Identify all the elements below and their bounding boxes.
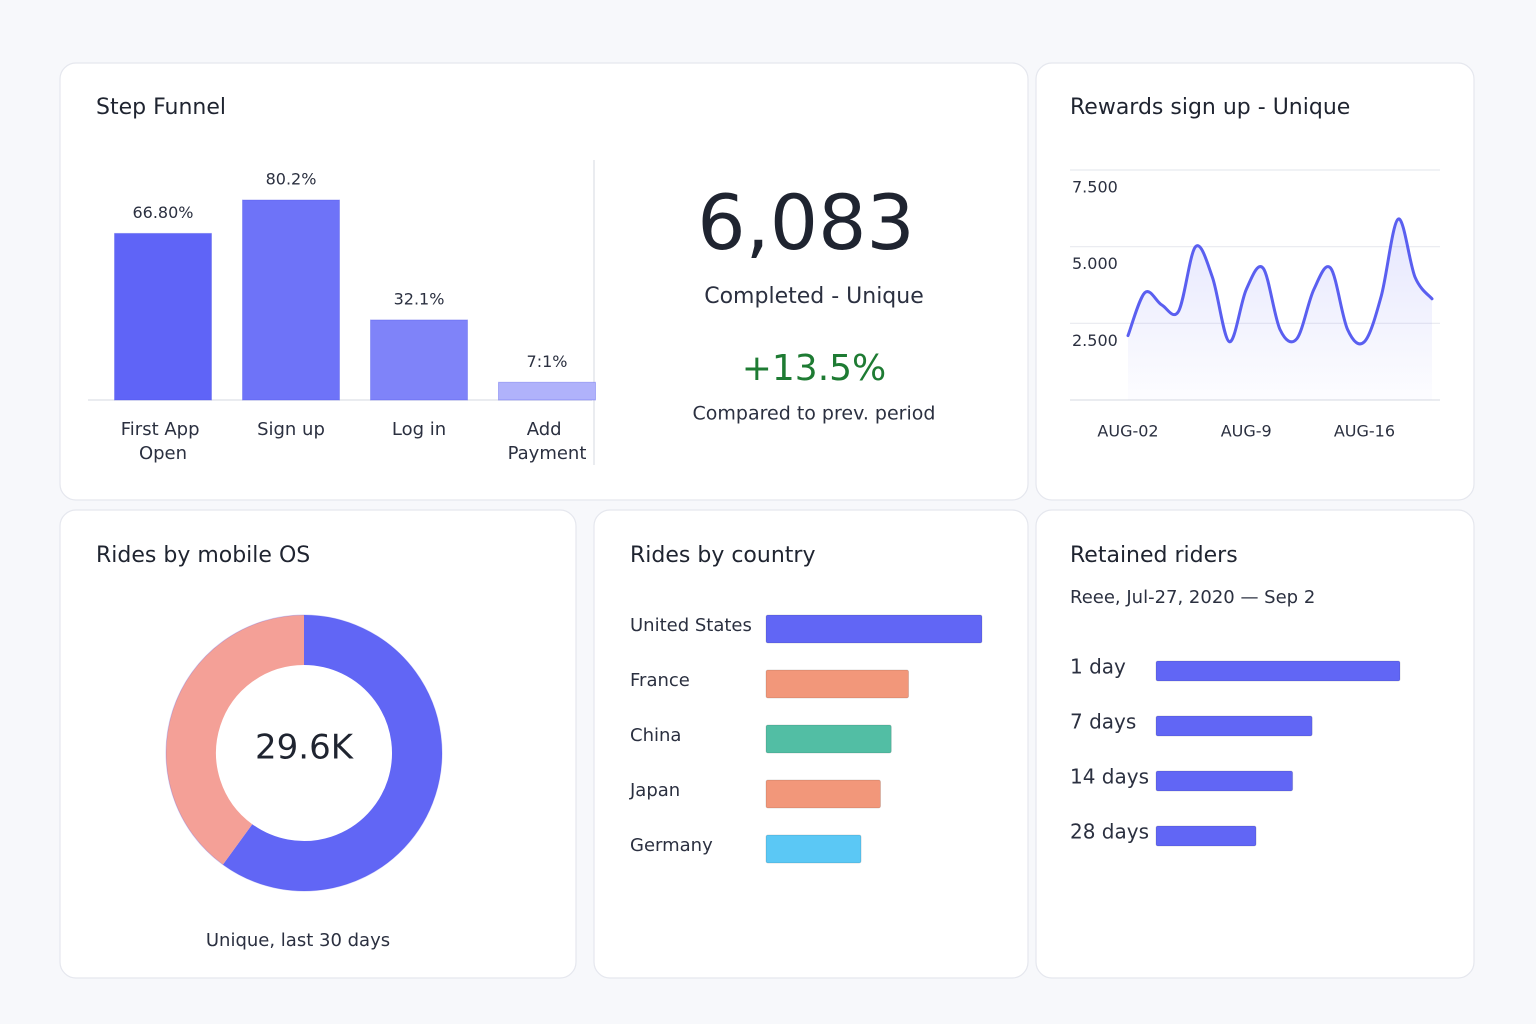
category-label: United States	[630, 615, 752, 636]
card	[59, 509, 577, 979]
kpi-note: Compared to prev. period	[693, 403, 936, 425]
bar	[765, 834, 862, 864]
y-tick-label: 7.500	[1072, 178, 1118, 197]
bar	[1155, 825, 1257, 847]
y-tick-label: 5.000	[1072, 254, 1118, 273]
category-label: Log in	[392, 419, 446, 440]
donut-caption: Unique, last 30 days	[206, 930, 390, 951]
value-label: 80.2%	[266, 170, 317, 189]
bar	[765, 614, 983, 644]
card-title: Rides by mobile OS	[96, 543, 310, 568]
donut-center-label: 29.6K	[255, 728, 355, 768]
area	[1128, 218, 1432, 400]
card-title: Rewards sign up - Unique	[1070, 95, 1350, 120]
line	[1126, 217, 1434, 346]
category-label: 14 days	[1070, 765, 1149, 789]
donut-slice	[166, 615, 305, 865]
category-label: Add Payment	[508, 419, 587, 464]
donut-slice	[222, 615, 442, 891]
bar	[765, 779, 881, 809]
y-tick-label: 2.500	[1072, 331, 1118, 350]
x-tick-label: AUG-16	[1334, 422, 1395, 441]
bar	[498, 381, 596, 401]
x-tick-label: AUG-9	[1221, 422, 1272, 441]
category-label: 1 day	[1070, 655, 1126, 679]
card	[1035, 509, 1475, 979]
category-label: Sign up	[257, 419, 325, 440]
value-label: 66.80%	[132, 203, 193, 222]
category-label: Germany	[630, 835, 713, 856]
card-title: Step Funnel	[96, 95, 226, 120]
category-label: France	[630, 670, 690, 691]
category-label: First App Open	[121, 419, 206, 464]
kpi-value: 6,083	[697, 178, 915, 267]
bar	[1155, 715, 1313, 737]
bar	[765, 724, 892, 754]
value-label: 32.1%	[394, 289, 445, 308]
value-label: 7:1%	[527, 352, 568, 371]
category-label: 7 days	[1070, 710, 1136, 734]
category-label: 28 days	[1070, 820, 1149, 844]
kpi-label: Completed - Unique	[704, 284, 924, 309]
donut-edge	[165, 614, 443, 892]
bar	[370, 319, 468, 401]
kpi-change: +13.5%	[742, 348, 887, 389]
bar	[1155, 770, 1294, 792]
x-tick-label: AUG-02	[1097, 422, 1158, 441]
bar	[242, 199, 340, 401]
category-label: Japan	[629, 780, 680, 801]
bar	[114, 232, 212, 401]
bar	[1155, 660, 1401, 682]
card-subtitle: Reee, Jul-27, 2020 — Sep 2	[1070, 587, 1315, 608]
bar	[765, 669, 910, 699]
category-label: China	[630, 725, 681, 746]
card-title: Retained riders	[1070, 543, 1238, 568]
card-title: Rides by country	[630, 543, 815, 568]
